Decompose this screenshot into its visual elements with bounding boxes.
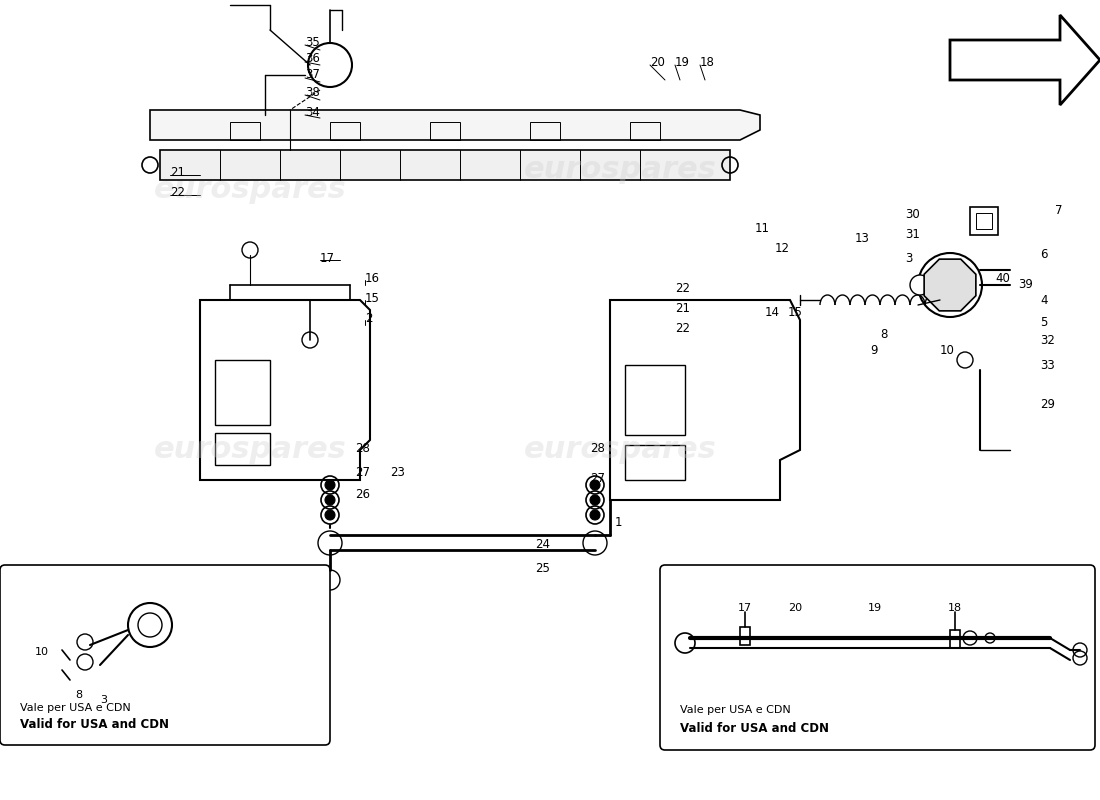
- Text: 5: 5: [1040, 315, 1047, 329]
- Text: Valid for USA and CDN: Valid for USA and CDN: [20, 718, 169, 731]
- Text: 28: 28: [355, 442, 370, 454]
- Text: 21: 21: [170, 166, 185, 178]
- Polygon shape: [200, 300, 370, 480]
- Text: Valid for USA and CDN: Valid for USA and CDN: [680, 722, 829, 734]
- Bar: [230, 122, 260, 140]
- Text: 24: 24: [535, 538, 550, 551]
- Circle shape: [324, 480, 336, 490]
- Text: 37: 37: [305, 69, 320, 82]
- Text: eurospares: eurospares: [154, 435, 346, 465]
- Text: 10: 10: [940, 343, 955, 357]
- Polygon shape: [160, 150, 730, 180]
- Bar: [970, 207, 998, 235]
- Text: 14: 14: [764, 306, 780, 318]
- Bar: [976, 213, 992, 229]
- Text: 8: 8: [75, 690, 82, 700]
- Text: 7: 7: [1055, 203, 1063, 217]
- Text: Vale per USA e CDN: Vale per USA e CDN: [680, 705, 791, 715]
- Text: 30: 30: [905, 209, 920, 222]
- Text: eurospares: eurospares: [154, 175, 346, 205]
- Text: 13: 13: [855, 231, 870, 245]
- Text: 36: 36: [305, 51, 320, 65]
- Text: 22: 22: [675, 282, 690, 294]
- Text: 10: 10: [35, 647, 50, 657]
- Text: 16: 16: [365, 271, 380, 285]
- Text: 26: 26: [355, 489, 370, 502]
- Text: 6: 6: [1040, 249, 1047, 262]
- Text: eurospares: eurospares: [524, 435, 716, 465]
- Text: 19: 19: [675, 55, 690, 69]
- Text: 22: 22: [170, 186, 185, 198]
- FancyBboxPatch shape: [660, 565, 1094, 750]
- Circle shape: [324, 495, 336, 505]
- Text: 34: 34: [305, 106, 320, 118]
- Text: 3: 3: [100, 695, 107, 705]
- Bar: [950, 630, 960, 648]
- Text: 3: 3: [905, 251, 912, 265]
- Text: 8: 8: [880, 329, 888, 342]
- Circle shape: [590, 480, 600, 490]
- Circle shape: [910, 275, 930, 295]
- Text: 1: 1: [615, 515, 623, 529]
- Text: 19: 19: [868, 603, 882, 613]
- Text: 15: 15: [365, 291, 380, 305]
- Text: 31: 31: [905, 229, 920, 242]
- Text: 15: 15: [788, 306, 803, 318]
- Polygon shape: [610, 300, 800, 500]
- Text: 12: 12: [776, 242, 790, 254]
- Text: 40: 40: [996, 271, 1010, 285]
- Text: 17: 17: [738, 603, 752, 613]
- Bar: [625, 365, 685, 435]
- Text: 25: 25: [535, 562, 550, 574]
- Text: 33: 33: [1040, 358, 1055, 371]
- Text: 32: 32: [1040, 334, 1055, 346]
- Text: 27: 27: [355, 466, 370, 478]
- Polygon shape: [150, 110, 760, 140]
- Bar: [530, 122, 560, 140]
- Bar: [430, 122, 460, 140]
- Text: 4: 4: [1040, 294, 1047, 306]
- Text: 18: 18: [700, 55, 715, 69]
- Circle shape: [324, 510, 336, 520]
- Circle shape: [590, 495, 600, 505]
- Text: 17: 17: [320, 251, 336, 265]
- Text: 27: 27: [590, 471, 605, 485]
- Text: Vale per USA e CDN: Vale per USA e CDN: [20, 703, 131, 713]
- FancyBboxPatch shape: [0, 565, 330, 745]
- Bar: [740, 627, 750, 645]
- Text: 18: 18: [948, 603, 962, 613]
- Text: 23: 23: [390, 466, 405, 478]
- Text: 28: 28: [590, 442, 605, 454]
- Text: 38: 38: [305, 86, 320, 98]
- Text: eurospares: eurospares: [524, 155, 716, 185]
- Text: 35: 35: [305, 35, 320, 49]
- Text: 9: 9: [870, 343, 878, 357]
- Text: 39: 39: [1018, 278, 1033, 291]
- Text: 21: 21: [675, 302, 690, 314]
- Text: 20: 20: [650, 55, 664, 69]
- Bar: [214, 360, 270, 425]
- Text: 2: 2: [365, 311, 373, 325]
- Bar: [630, 122, 660, 140]
- Bar: [330, 122, 360, 140]
- Text: 20: 20: [788, 603, 802, 613]
- Bar: [214, 433, 270, 465]
- Bar: [625, 445, 685, 480]
- Text: 11: 11: [755, 222, 770, 234]
- Text: 22: 22: [675, 322, 690, 334]
- Circle shape: [590, 510, 600, 520]
- Text: 29: 29: [1040, 398, 1055, 411]
- Polygon shape: [924, 259, 976, 311]
